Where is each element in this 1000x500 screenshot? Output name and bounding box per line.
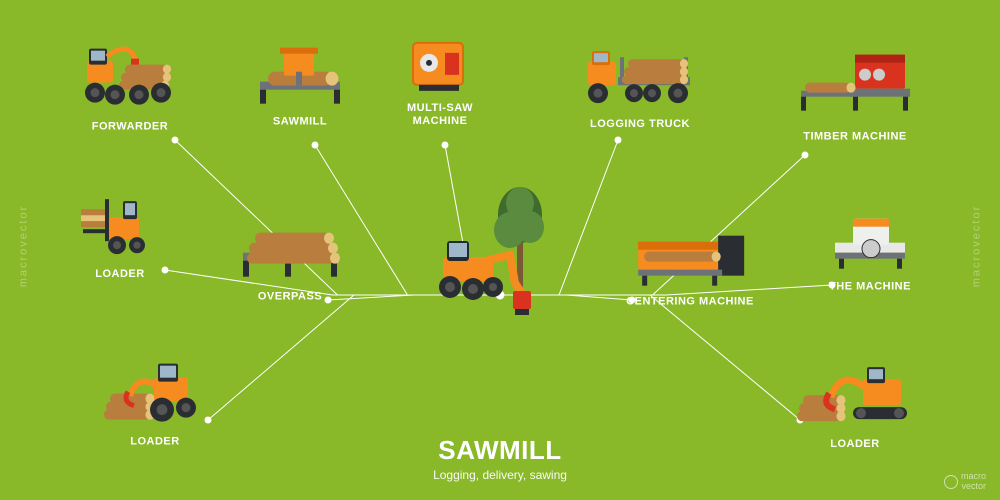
node-the_machine: THE MACHINE (825, 207, 915, 294)
node-loader_top: LOADER (75, 189, 165, 281)
centering-icon (626, 222, 754, 292)
node-overpass: OVERPASS (235, 217, 345, 304)
multisaw-icon (405, 33, 475, 98)
node-label-multisaw: MULTI-SAW MACHINE (405, 102, 475, 127)
node-label-sawmill: SAWMILL (250, 116, 350, 129)
tractor_loader-icon (100, 352, 210, 432)
node-label-timber_machine: TIMBER MACHINE (795, 131, 915, 144)
node-forwarder: FORWARDER (75, 37, 185, 134)
node-sawmill: SAWMILL (250, 42, 350, 129)
hub-harvester (415, 165, 585, 335)
overpass-icon (235, 217, 345, 287)
node-label-the_machine: THE MACHINE (825, 281, 915, 294)
machine-icon (825, 207, 915, 277)
forklift-icon (75, 189, 165, 264)
watermark-logo: macro vector (944, 472, 986, 492)
node-label-loader_br: LOADER (795, 438, 915, 451)
node-label-logging_truck: LOGGING TRUCK (580, 118, 700, 131)
node-label-centering: CENTERING MACHINE (626, 296, 754, 309)
node-label-loader_top: LOADER (75, 268, 165, 281)
page-subtitle: Logging, delivery, sawing (433, 468, 567, 482)
page-title: SAWMILL (433, 435, 567, 466)
node-loader_br: LOADER (795, 349, 915, 451)
node-loader_bl: LOADER (100, 352, 210, 449)
watermark-right: macrovector (971, 205, 983, 288)
sawmill-icon (250, 42, 350, 112)
node-centering: CENTERING MACHINE (626, 222, 754, 309)
node-label-loader_bl: LOADER (100, 436, 210, 449)
title-block: SAWMILL Logging, delivery, sawing (433, 435, 567, 482)
harvester-icon (415, 165, 585, 335)
node-label-forwarder: FORWARDER (75, 121, 185, 134)
watermark-left: macrovector (17, 205, 29, 288)
node-multisaw: MULTI-SAW MACHINE (405, 33, 475, 127)
forwarder-icon (75, 37, 185, 117)
truck-icon (580, 39, 700, 114)
node-timber_machine: TIMBER MACHINE (795, 47, 915, 144)
node-label-overpass: OVERPASS (235, 291, 345, 304)
excavator-icon (795, 349, 915, 434)
timber-icon (795, 47, 915, 127)
node-logging_truck: LOGGING TRUCK (580, 39, 700, 131)
